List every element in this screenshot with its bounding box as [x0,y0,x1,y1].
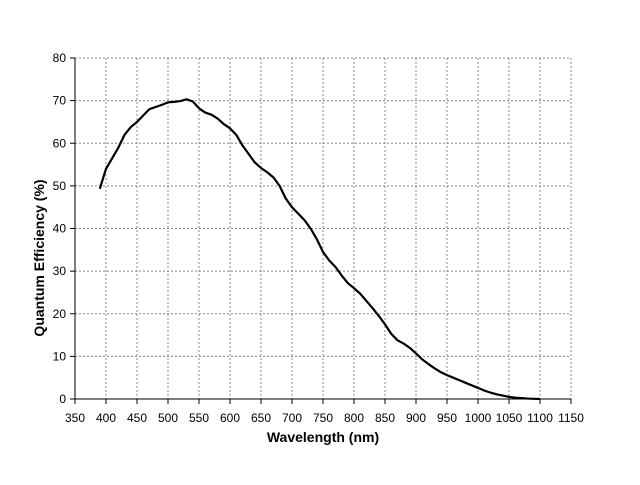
y-axis-title: Quantum Efficiency (%) [31,179,47,336]
y-tick-label: 70 [53,94,67,108]
x-tick-label: 450 [127,411,147,425]
x-tick-label: 500 [158,411,178,425]
x-tick-label: 1050 [496,411,523,425]
y-tick-label: 0 [59,392,66,406]
x-tick-label: 750 [313,411,333,425]
x-tick-label: 850 [375,411,395,425]
line [98,98,541,401]
x-tick-label: 1000 [465,411,492,425]
y-tick-label: 80 [53,51,67,65]
x-tick-label: 950 [437,411,457,425]
x-tick-label: 700 [282,411,302,425]
x-axis-title: Wavelength (nm) [267,429,379,445]
y-tick-label: 20 [53,307,67,321]
x-tick-label: 1100 [527,411,553,425]
x-tick-label: 1150 [558,411,584,425]
x-tick-label: 350 [65,411,85,425]
y-tick-label: 10 [53,349,67,363]
y-tick-label: 30 [53,264,67,278]
x-tick-label: 600 [220,411,240,425]
x-tick-label: 650 [251,411,271,425]
y-tick-label: 40 [53,222,67,236]
x-tick-label: 550 [189,411,209,425]
y-tick-label: 60 [53,136,67,150]
x-tick-label: 400 [96,411,116,425]
y-tick-label: 50 [53,179,67,193]
x-tick-label: 800 [344,411,364,425]
x-tick-label: 900 [406,411,426,425]
